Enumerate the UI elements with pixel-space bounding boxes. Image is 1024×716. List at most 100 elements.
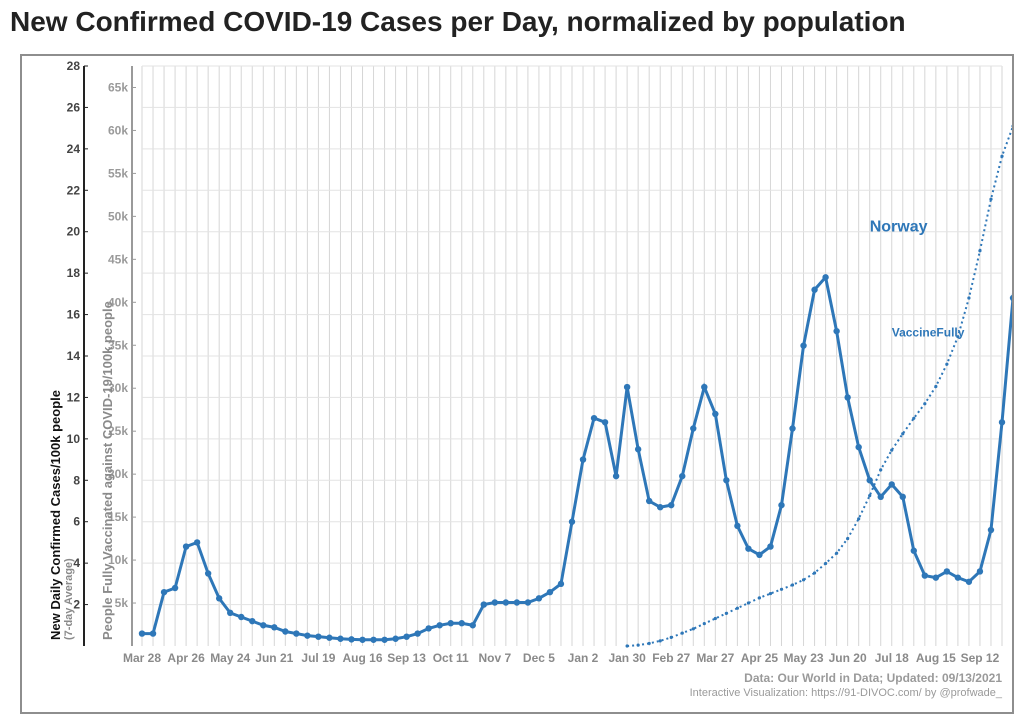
- series-cases-marker: [613, 473, 619, 479]
- series-cases-marker: [459, 620, 465, 626]
- series-cases-marker: [492, 599, 498, 605]
- y2-tick: 45k: [108, 252, 128, 266]
- x-tick: Feb 27: [652, 651, 690, 665]
- series-cases-marker: [966, 579, 972, 585]
- x-tick: Jun 20: [829, 651, 867, 665]
- y1-tick: 8: [73, 473, 80, 487]
- series-cases-marker: [425, 625, 431, 631]
- series-cases-marker: [977, 568, 983, 574]
- series-label-vaccine: VaccineFully: [892, 326, 965, 340]
- y1-tick: 26: [67, 100, 81, 114]
- series-cases-marker: [855, 444, 861, 450]
- series-vaccine-marker: [758, 596, 761, 599]
- series-vaccine-marker: [714, 617, 717, 620]
- series-cases-marker: [723, 477, 729, 483]
- series-vaccine-marker: [934, 385, 937, 388]
- series-cases-marker: [789, 425, 795, 431]
- series-cases-marker: [756, 552, 762, 558]
- series-cases-marker: [679, 473, 685, 479]
- series-vaccine-marker: [1000, 155, 1003, 158]
- series-vaccine-marker: [923, 402, 926, 405]
- series-cases-marker: [988, 527, 994, 533]
- series-vaccine-marker: [769, 592, 772, 595]
- x-tick: Jan 2: [568, 651, 599, 665]
- series-vaccine-marker: [703, 622, 706, 625]
- series-cases-marker: [227, 610, 233, 616]
- series-cases-marker: [569, 519, 575, 525]
- x-tick: Mar 28: [123, 651, 161, 665]
- y1-tick: 14: [67, 349, 81, 363]
- x-tick: Sep 13: [387, 651, 426, 665]
- series-vaccine-marker: [813, 571, 816, 574]
- series-vaccine-marker: [857, 517, 860, 520]
- x-tick: Aug 15: [916, 651, 956, 665]
- x-tick: Apr 25: [741, 651, 779, 665]
- x-tick: Jun 21: [255, 651, 293, 665]
- series-cases-marker: [800, 342, 806, 348]
- series-cases-marker: [657, 504, 663, 510]
- series-vaccine-marker: [648, 642, 651, 645]
- series-cases-marker: [172, 585, 178, 591]
- series-cases-marker: [470, 622, 476, 628]
- series-cases-marker: [591, 415, 597, 421]
- series-cases-marker: [900, 494, 906, 500]
- series-cases-marker: [392, 636, 398, 642]
- series-vaccine-marker: [780, 588, 783, 591]
- series-cases-marker: [878, 494, 884, 500]
- y1-tick: 16: [67, 308, 81, 322]
- x-tick: May 23: [784, 651, 824, 665]
- y1-tick: 28: [67, 59, 81, 73]
- series-cases-marker: [580, 456, 586, 462]
- series-vaccine-marker: [670, 636, 673, 639]
- series-vaccine-marker: [879, 468, 882, 471]
- y2-axis-label: People Fully Vaccinated against COVID-19…: [100, 301, 115, 640]
- series-vaccine-marker: [725, 612, 728, 615]
- series-cases-marker: [767, 543, 773, 549]
- series-cases-marker: [833, 328, 839, 334]
- series-label-norway: Norway: [870, 219, 928, 236]
- series-vaccine-marker: [868, 494, 871, 497]
- series-cases-marker: [315, 633, 321, 639]
- series-cases-marker: [260, 622, 266, 628]
- chart-container: 2468101214161820222426285k10k15k20k25k30…: [20, 54, 1014, 714]
- series-cases-marker: [701, 384, 707, 390]
- series-cases-marker: [359, 637, 365, 643]
- series-cases-marker: [811, 287, 817, 293]
- series-cases-marker: [999, 419, 1005, 425]
- y2-tick: 50k: [108, 209, 128, 223]
- x-tick: Sep 12: [961, 651, 1000, 665]
- series-cases-marker: [183, 543, 189, 549]
- series-cases-marker: [304, 632, 310, 638]
- chart-svg: 2468101214161820222426285k10k15k20k25k30…: [22, 56, 1012, 712]
- credit-line-1: Data: Our World in Data; Updated: 09/13/…: [744, 671, 1002, 685]
- y2-tick: 65k: [108, 80, 128, 94]
- series-cases-marker: [337, 636, 343, 642]
- series-vaccine-marker: [637, 644, 640, 647]
- series-vaccine-marker: [901, 432, 904, 435]
- series-cases-marker: [635, 446, 641, 452]
- series-cases-marker: [381, 637, 387, 643]
- series-cases-marker: [778, 502, 784, 508]
- series-cases-marker: [955, 574, 961, 580]
- series-cases-marker: [547, 589, 553, 595]
- x-tick: Jul 19: [301, 651, 335, 665]
- series-vaccine-marker: [890, 448, 893, 451]
- series-cases-marker: [844, 394, 850, 400]
- series-vaccine-marker: [912, 417, 915, 420]
- y1-tick: 20: [67, 225, 81, 239]
- x-tick: Jul 18: [875, 651, 909, 665]
- x-tick: Apr 26: [167, 651, 205, 665]
- series-cases-marker: [271, 624, 277, 630]
- series-cases-marker: [481, 601, 487, 607]
- x-tick: Mar 27: [696, 651, 734, 665]
- y2-tick: 60k: [108, 123, 128, 137]
- series-vaccine-marker: [626, 644, 629, 647]
- series-cases-marker: [944, 568, 950, 574]
- series-cases-marker: [1010, 295, 1012, 301]
- series-cases-marker: [712, 411, 718, 417]
- series-cases-marker: [414, 630, 420, 636]
- y1-tick: 10: [67, 432, 81, 446]
- series-vaccine-marker: [989, 198, 992, 201]
- series-cases-marker: [238, 614, 244, 620]
- series-cases-marker: [602, 419, 608, 425]
